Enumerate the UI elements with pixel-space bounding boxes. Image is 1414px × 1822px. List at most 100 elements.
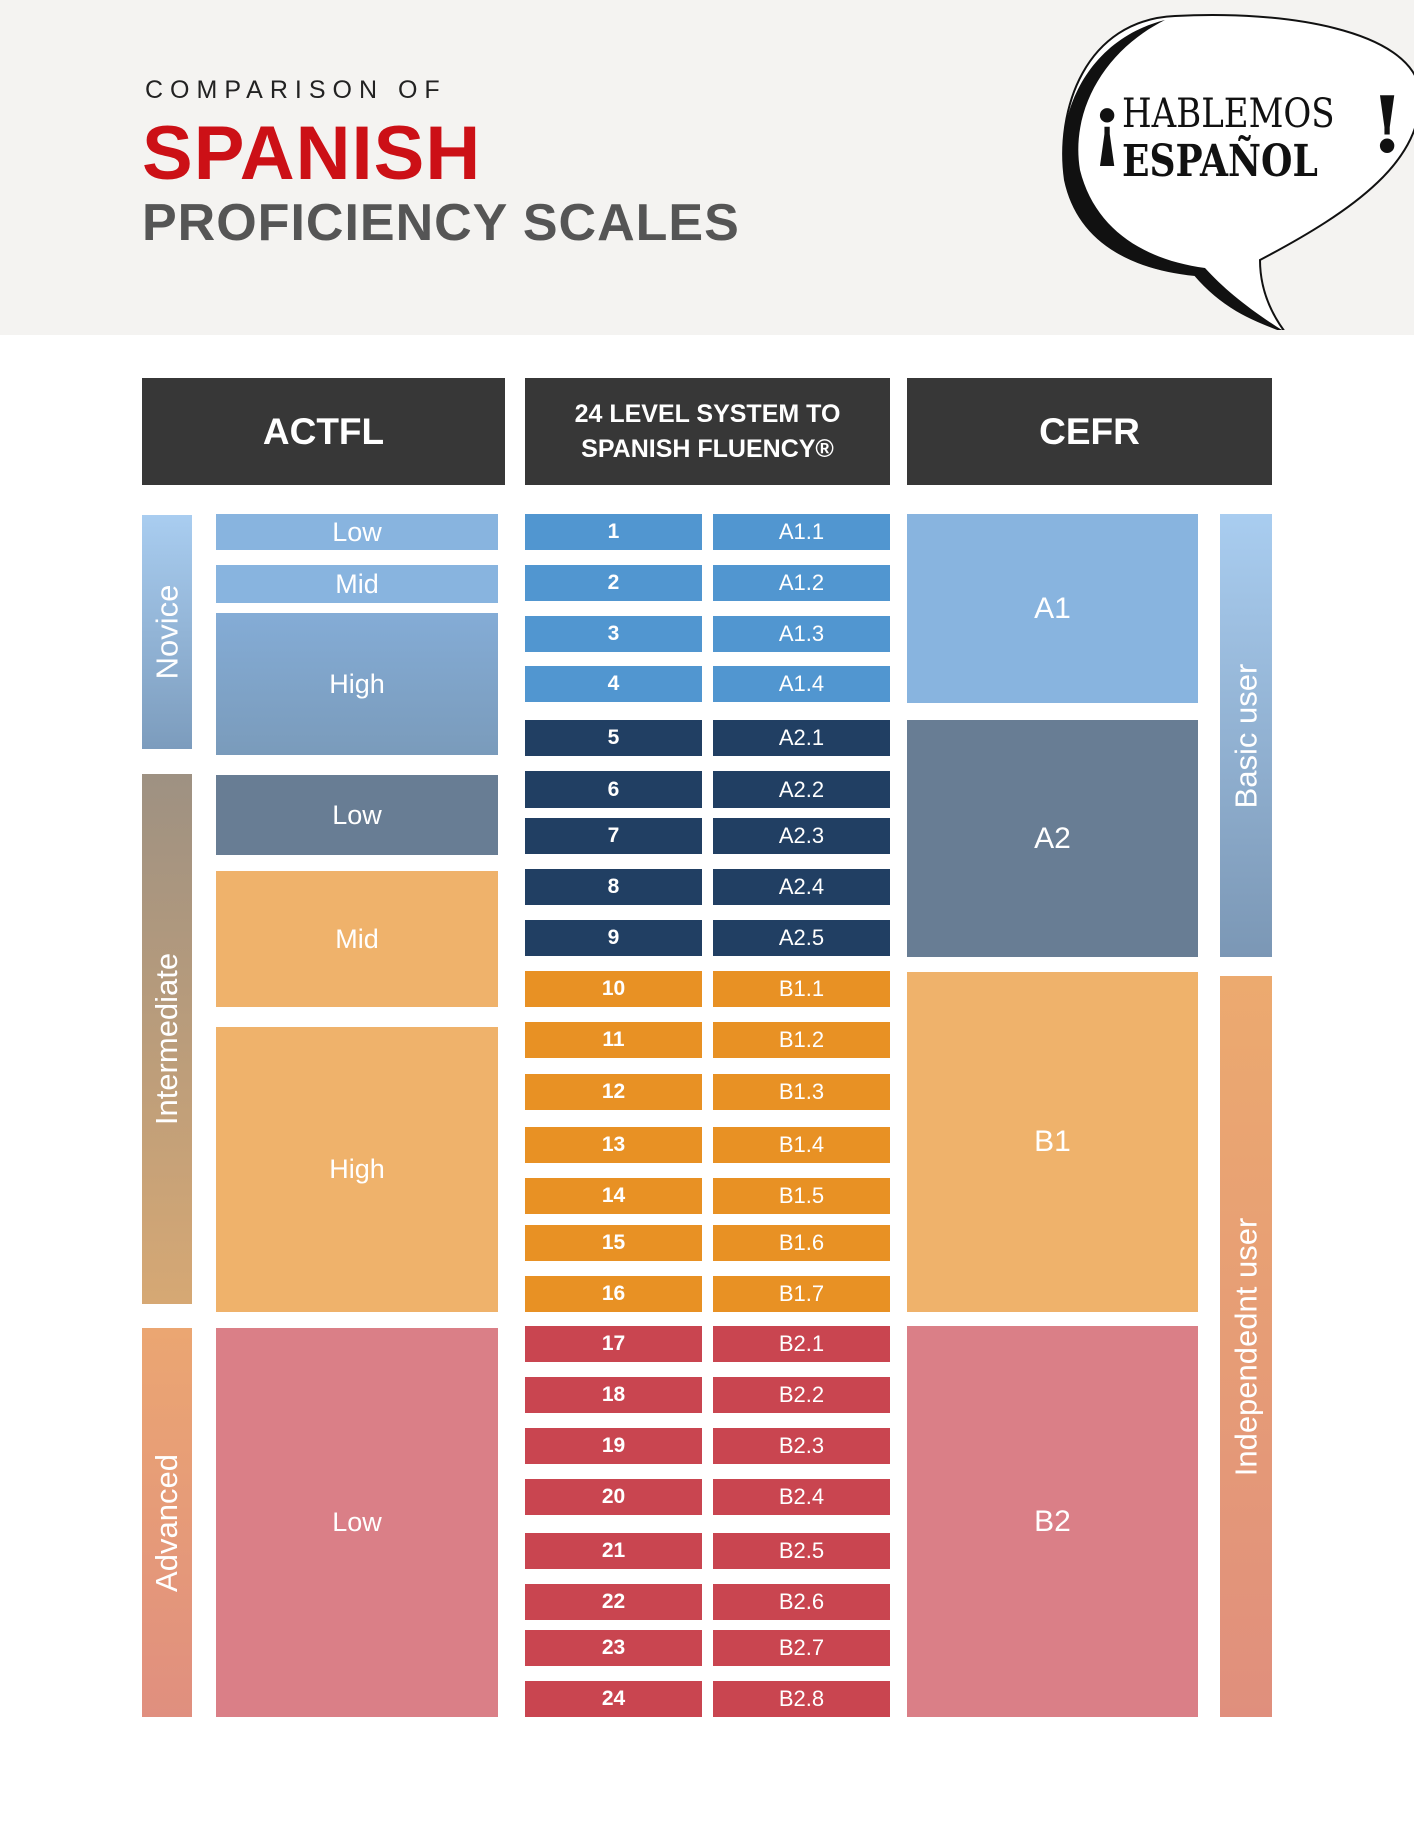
level-code: A2.4	[713, 869, 890, 905]
level-code-label: B1.4	[778, 1132, 825, 1157]
level-code-label: A1.1	[778, 519, 825, 544]
main-title: SPANISH	[142, 111, 482, 196]
actfl-level-label: Low	[332, 1507, 382, 1537]
actfl-group-intermediate-label: Intermediate	[149, 952, 185, 1126]
level-number: 17	[525, 1326, 702, 1362]
actfl-level-label: Mid	[335, 568, 379, 599]
level-number: 13	[525, 1127, 702, 1163]
level-code-label: A2.4	[778, 874, 825, 899]
user-group: Independednt user	[1220, 976, 1272, 1717]
actfl-level: High	[216, 613, 498, 755]
level-number: 15	[525, 1225, 702, 1261]
level-code: B1.7	[713, 1276, 890, 1312]
level-code: B1.6	[713, 1225, 890, 1261]
level-code-label: B1.2	[778, 1027, 825, 1052]
level-number: 20	[525, 1479, 702, 1515]
level-code: B1.2	[713, 1022, 890, 1058]
speech-bubble-logo	[1062, 13, 1414, 330]
level-code-label: B2.4	[778, 1484, 825, 1509]
level-code: A2.3	[713, 818, 890, 854]
level-number-label: 10	[601, 977, 626, 1000]
level-code-label: B1.7	[778, 1281, 825, 1306]
level-number: 19	[525, 1428, 702, 1464]
level-number: 8	[525, 869, 702, 905]
level-code: B2.7	[713, 1630, 890, 1666]
actfl-group-novice: Novice	[142, 515, 192, 749]
level-code-label: A1.2	[778, 570, 825, 595]
cefr-level-a1-label: A1	[1034, 591, 1071, 625]
actfl-level-label: High	[329, 1154, 385, 1184]
level-number-label: 1	[607, 520, 620, 543]
kicker-title: COMPARISON OF	[145, 76, 447, 104]
level-code: B2.3	[713, 1428, 890, 1464]
actfl-level-label: Mid	[335, 923, 379, 954]
actfl-level-label: High	[329, 668, 385, 699]
cefr-level-b2: B2	[907, 1326, 1198, 1717]
level-code-label: B2.1	[778, 1331, 825, 1356]
level-number-label: 3	[607, 622, 620, 645]
level-number-label: 8	[607, 875, 620, 898]
level-number: 2	[525, 565, 702, 601]
level-number: 12	[525, 1074, 702, 1110]
level-code-label: B2.8	[778, 1686, 825, 1711]
level-code-label: A2.3	[778, 823, 825, 848]
actfl-level: Low	[216, 1328, 498, 1717]
level-code: B1.4	[713, 1127, 890, 1163]
level-number-label: 18	[601, 1383, 626, 1406]
level-number: 5	[525, 720, 702, 756]
level-number: 3	[525, 616, 702, 652]
level-code-label: B2.6	[778, 1589, 825, 1614]
level-number: 11	[525, 1022, 702, 1058]
level-number-label: 24	[601, 1687, 626, 1710]
logo-open-mark: ¡	[1090, 80, 1125, 171]
level-number: 6	[525, 771, 702, 808]
column-header-actfl: ACTFL	[142, 378, 505, 485]
column-header-cefr: CEFR	[907, 378, 1272, 485]
actfl-group-advanced-label: Advanced	[149, 1453, 185, 1592]
cefr-level-b1-label: B1	[1034, 1125, 1071, 1158]
level-number: 22	[525, 1584, 702, 1620]
level-number-label: 13	[601, 1133, 626, 1156]
level-code-label: B2.3	[778, 1433, 825, 1458]
level-number-label: 16	[601, 1282, 626, 1305]
cefr-label: CEFR	[1039, 410, 1140, 452]
level-code-label: B1.5	[778, 1183, 825, 1208]
actfl-level: Mid	[216, 565, 498, 603]
logo-line-2: ESPAÑOL	[1122, 136, 1318, 187]
column-header-24-level: 24 LEVEL SYSTEM TO SPANISH FLUENCY®	[525, 378, 890, 485]
actfl-group-intermediate: Intermediate	[142, 774, 192, 1304]
system-line-2: SPANISH FLUENCY®	[581, 434, 834, 463]
actfl-group-advanced: Advanced	[142, 1328, 192, 1717]
level-code: B1.5	[713, 1178, 890, 1214]
level-code-label: A2.5	[778, 925, 825, 950]
level-number: 21	[525, 1533, 702, 1569]
level-number-label: 22	[601, 1590, 626, 1613]
cefr-level-b1: B1	[907, 972, 1198, 1312]
level-code: A2.5	[713, 920, 890, 956]
logo-close-mark: !	[1370, 80, 1405, 171]
level-code: B2.8	[713, 1681, 890, 1717]
level-code: B1.1	[713, 971, 890, 1007]
level-code-label: A1.3	[778, 621, 825, 646]
level-code: B1.3	[713, 1074, 890, 1110]
level-code: A1.3	[713, 616, 890, 652]
level-number-label: 2	[607, 571, 620, 594]
level-number: 24	[525, 1681, 702, 1717]
actfl-level: High	[216, 1027, 498, 1312]
level-code: B2.6	[713, 1584, 890, 1620]
actfl-level-label: Low	[332, 799, 382, 830]
level-number-label: 7	[607, 824, 620, 847]
level-number-label: 6	[607, 777, 620, 801]
actfl-level: Low	[216, 775, 498, 855]
cefr-level-a2-label: A2	[1034, 821, 1071, 855]
level-number-label: 19	[601, 1434, 626, 1457]
actfl-level: Mid	[216, 871, 498, 1007]
level-number: 23	[525, 1630, 702, 1666]
level-number: 16	[525, 1276, 702, 1312]
user-group-label: Independednt user	[1228, 1217, 1263, 1476]
level-number: 14	[525, 1178, 702, 1214]
level-number-label: 11	[602, 1028, 625, 1051]
level-code-label: B1.3	[778, 1079, 825, 1104]
level-number: 4	[525, 666, 702, 702]
level-number-label: 4	[607, 672, 620, 695]
